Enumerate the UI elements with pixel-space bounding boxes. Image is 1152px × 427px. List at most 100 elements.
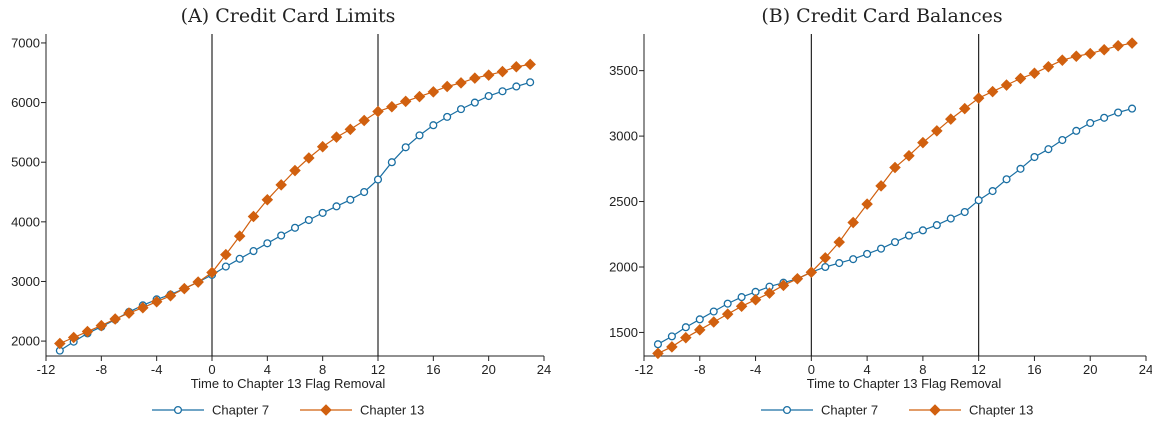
data-point [235,254,244,263]
x-tick-label: 12 [371,362,385,377]
data-point [903,149,915,162]
data-point [889,161,901,174]
series-line [657,108,1133,345]
data-point [137,301,149,314]
data-point [304,215,313,225]
panel-credit-card-limits: (A) Credit Card Limits Time to Chapter 1… [11,5,551,418]
data-point [206,266,218,279]
legend-swatch-marker [173,405,183,415]
data-point [482,69,495,81]
data-point [667,332,676,341]
data-point [1128,104,1137,113]
data-point [247,210,260,223]
data-point [1056,54,1069,66]
data-point [849,255,858,264]
data-point [399,95,412,108]
data-point [1014,72,1027,85]
data-point [735,300,748,313]
series-chapter-13 [54,58,536,350]
data-point [456,105,466,114]
data-point [918,226,927,235]
data-point [1084,47,1096,60]
data-point [455,77,467,89]
x-tick-label: 0 [808,362,815,377]
data-point [358,114,370,127]
data-point [360,187,369,197]
data-point [233,230,246,242]
data-point [861,198,873,210]
data-point [123,307,135,319]
data-point [1058,135,1067,145]
panel-credit-card-balances: (B) Credit Card Balances Time to Chapter… [609,5,1152,418]
legend-label: Chapter 13 [969,403,1033,418]
y-tick-label: 7000 [11,35,40,50]
data-point [303,152,315,164]
data-point [498,87,507,96]
legend: Chapter 7 Chapter 13 [152,403,424,418]
data-point [917,136,929,149]
data-point [427,86,440,98]
data-point [960,207,969,217]
x-tick-label: 12 [971,362,985,377]
legend-item: Chapter 7 [761,403,878,418]
data-point [1044,145,1053,154]
data-point [470,98,479,107]
data-point [821,262,830,272]
legend-label: Chapter 13 [360,403,424,418]
data-point [1072,126,1081,135]
data-point [429,121,438,130]
data-point [932,221,941,230]
data-point [653,340,662,349]
data-point [763,287,776,299]
data-point [443,112,452,121]
data-point [1016,164,1025,173]
data-point [510,61,523,73]
data-point [709,307,718,316]
x-tick-label: -4 [151,362,163,377]
data-point [289,164,301,177]
data-point [988,187,997,196]
data-point [1042,60,1055,73]
data-point [737,293,746,302]
x-tick-label: 20 [481,362,495,377]
data-point [164,290,177,302]
y-tick-label: 3000 [11,274,40,289]
y-tick-label: 2500 [609,194,638,209]
x-axis-title: Time to Chapter 13 Flag Removal [807,376,1002,391]
data-point [277,231,286,240]
x-tick-label: -8 [96,362,108,377]
data-point [819,252,832,264]
x-tick-label: -12 [37,362,56,377]
data-point [1002,175,1011,184]
y-tick-label: 5000 [11,155,40,170]
data-point [749,293,762,306]
legend-label: Chapter 7 [821,403,878,418]
data-point [904,231,913,240]
data-point [875,180,887,192]
y-tick-label: 3500 [609,63,638,78]
data-point [346,195,355,204]
data-point [946,214,955,223]
data-point [777,279,790,292]
x-tick-label: 0 [208,362,215,377]
x-tick-label: 8 [319,362,326,377]
data-point [526,78,535,87]
data-point [1126,37,1138,49]
x-tick-label: -4 [750,362,762,377]
data-point [524,58,536,71]
data-point [316,140,329,153]
x-tick-label: -12 [635,362,654,377]
x-axis-title: Time to Chapter 13 Flag Removal [191,376,386,391]
data-point [877,244,886,253]
data-point [373,175,383,184]
data-point [835,259,844,268]
data-point [415,131,424,140]
legend-item: Chapter 13 [300,403,424,418]
data-point [496,65,509,78]
data-point [791,273,804,285]
data-point [372,105,384,118]
data-point [707,316,720,328]
data-point [1086,118,1095,128]
panel-title: (B) Credit Card Balances [761,5,1002,27]
data-point [401,143,410,152]
